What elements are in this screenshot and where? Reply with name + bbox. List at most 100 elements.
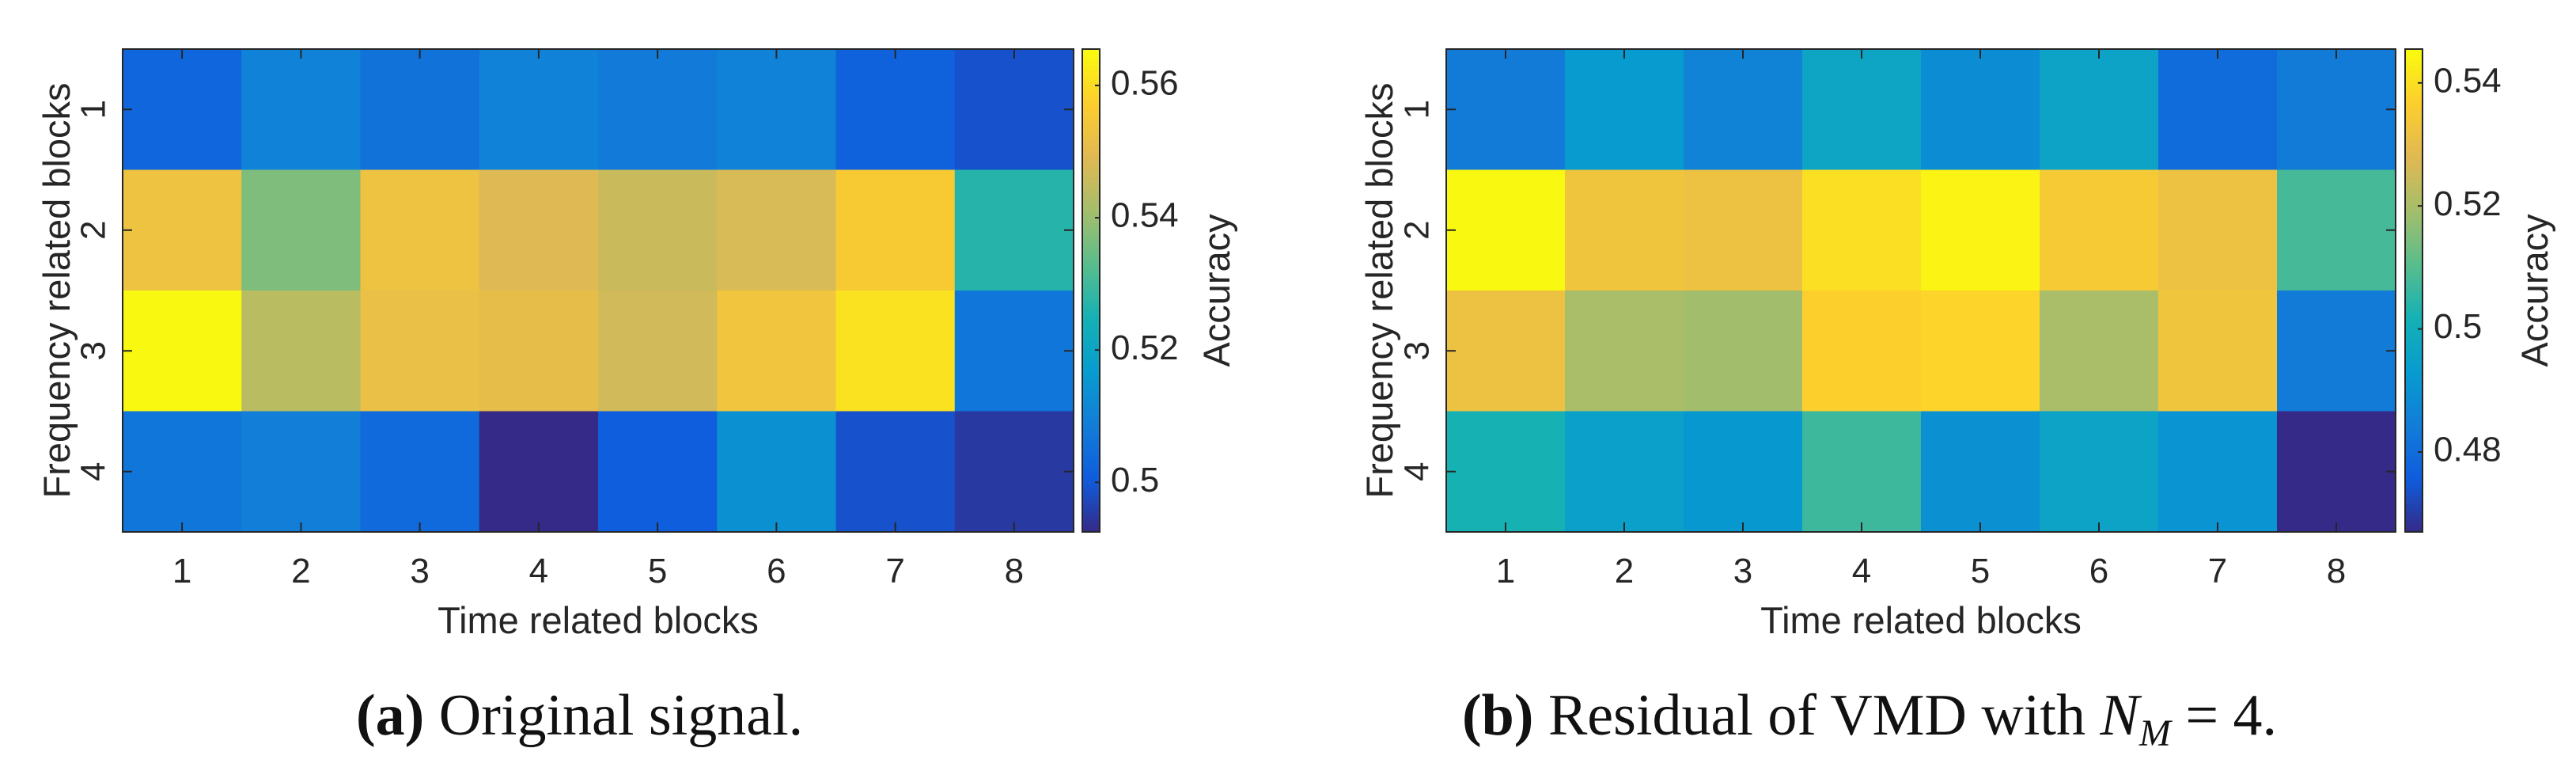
heatmap-cell [954, 411, 1074, 533]
x-tick-label: 6 [2089, 552, 2108, 590]
colorbar-segment [1082, 158, 1100, 162]
colorbar-segment [2405, 318, 2423, 324]
x-tick-label: 7 [885, 552, 904, 590]
colorbar-label: Accuracy [2513, 214, 2555, 367]
colorbar-segment [1082, 467, 1100, 473]
colorbar-segment [2405, 290, 2423, 295]
colorbar-tick-label: 0.56 [1111, 64, 1179, 103]
heatmap-cell [1565, 169, 1684, 291]
colorbar-segment [1082, 189, 1100, 195]
heatmap-cell [717, 411, 837, 533]
colorbar-segment [1082, 53, 1100, 58]
colorbar-segment [1082, 439, 1100, 444]
colorbar-segment [2405, 57, 2423, 62]
colorbar-segment [2405, 496, 2423, 500]
colorbar-segment [1082, 202, 1100, 207]
colorbar-segment [2405, 274, 2423, 279]
heatmap-cell [598, 49, 718, 171]
heatmap-cell [835, 49, 956, 171]
heatmap-cell [360, 290, 480, 412]
colorbar-segment [1082, 57, 1100, 62]
x-tick-label: 2 [291, 552, 310, 590]
colorbar-segment [1082, 519, 1100, 525]
colorbar-segment [2405, 97, 2423, 102]
colorbar-segment [1082, 129, 1100, 135]
colorbar-segment [2405, 133, 2423, 139]
colorbar-segment [2405, 286, 2423, 291]
colorbar-segment [1082, 218, 1100, 223]
colorbar-segment [2405, 347, 2423, 351]
colorbar-segment [1082, 527, 1100, 533]
heatmap-cell [241, 169, 362, 291]
colorbar-segment [1082, 85, 1100, 90]
colorbar-segment [1082, 443, 1100, 448]
y-axis-label: Frequency related blocks [1358, 82, 1400, 498]
colorbar-segment [1082, 69, 1100, 74]
colorbar-segment [1082, 250, 1100, 255]
colorbar-segment [1082, 161, 1100, 167]
colorbar-segment [1082, 258, 1100, 264]
y-tick-label: 1 [1398, 100, 1437, 119]
colorbar-segment [1082, 165, 1100, 171]
caption-b-subscript: M [2138, 712, 2171, 754]
colorbar-segment [1082, 403, 1100, 408]
colorbar-segment [2405, 527, 2423, 533]
colorbar-segment [2405, 85, 2423, 90]
colorbar-segment [2405, 113, 2423, 119]
colorbar-segment [1082, 302, 1100, 307]
colorbar-segment [1082, 137, 1100, 142]
colorbar-segment [2405, 302, 2423, 307]
colorbar-segment [1082, 237, 1100, 243]
heatmap-cell [1565, 290, 1684, 412]
colorbar-segment [1082, 226, 1100, 231]
heatmap-cell [479, 411, 599, 533]
heatmap-cell [2040, 411, 2159, 533]
colorbar-segment [1082, 399, 1100, 404]
heatmap-cell [2158, 49, 2278, 171]
x-axis-label: Time related blocks [438, 599, 759, 641]
colorbar-segment [1082, 290, 1100, 295]
x-tick-label: 1 [1496, 552, 1515, 590]
colorbar-segment [2405, 61, 2423, 66]
colorbar-segment [1082, 471, 1100, 477]
colorbar-segment [1082, 511, 1100, 517]
heatmap-cell [1921, 169, 2040, 291]
colorbar-segment [1082, 339, 1100, 344]
colorbar-segment [1082, 459, 1100, 465]
heatmap-cell [360, 411, 480, 533]
colorbar-segment [2405, 507, 2423, 513]
colorbar-segment [2405, 169, 2423, 175]
colorbar-segment [2405, 165, 2423, 171]
caption-a-letter: (a) [356, 683, 425, 748]
colorbar-segment [1082, 378, 1100, 384]
colorbar-segment [2405, 511, 2423, 517]
x-tick-label: 3 [1733, 552, 1752, 590]
colorbar-segment [2405, 419, 2423, 424]
colorbar-segment [2405, 467, 2423, 473]
caption-a-text: Original signal. [438, 683, 804, 748]
x-tick-label: 3 [410, 552, 429, 590]
colorbar-segment [1082, 97, 1100, 102]
colorbar-segment [2405, 101, 2423, 106]
heatmap-cell [1446, 49, 1566, 171]
colorbar-frame [2404, 48, 2423, 533]
x-tick-label: 8 [2327, 552, 2346, 590]
heatmap-cell [954, 169, 1074, 291]
colorbar-segment [1082, 234, 1100, 239]
heatmap-panel-1: 1 2 3 4 5 6 7 8 1 2 3 4 Time related blocks Frequency… [1358, 48, 2396, 641]
colorbar-tick-label: 0.48 [2434, 431, 2502, 469]
colorbar-segment [1082, 314, 1100, 320]
heatmap-cell [123, 49, 242, 171]
colorbar-segment [1082, 488, 1100, 492]
colorbar-segment [1082, 254, 1100, 259]
colorbar-segment [2405, 499, 2423, 505]
colorbar-tick-label: 0.52 [1111, 328, 1179, 367]
colorbar-segment [2405, 146, 2423, 150]
colorbar-segment [1082, 298, 1100, 303]
colorbar-segment [1082, 246, 1100, 251]
colorbar-segment [2405, 463, 2423, 469]
colorbar-segment [1082, 65, 1100, 70]
colorbar-segment [1082, 125, 1100, 131]
colorbar-segment [1082, 177, 1100, 183]
heatmap-cell [360, 49, 480, 171]
